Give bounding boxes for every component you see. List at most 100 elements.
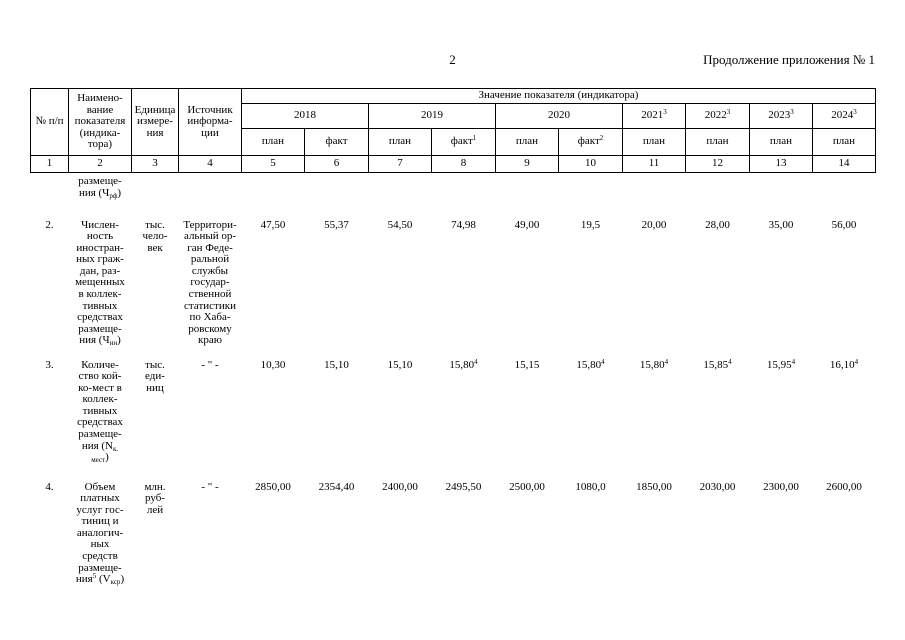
header-col-name: Наимено- вание показателя (индика- тора) [68, 88, 132, 156]
colnum-7: 7 [368, 155, 432, 173]
value-cell: 2300,00 [763, 480, 799, 493]
value-cell [623, 173, 686, 217]
indicator-table: № п/п Наимено- вание показателя (индика-… [30, 88, 877, 586]
header-fact-2020: факт2 [558, 128, 623, 156]
value-cell: 15,954 [766, 357, 796, 371]
value-cell: 2495,50 [445, 480, 482, 493]
row-num-cell: 4. [45, 480, 54, 493]
value-cell: 2600,00 [826, 480, 862, 493]
value-cell: 35,00 [768, 218, 794, 231]
header-year-2021: 20213 [622, 103, 686, 129]
value-cell [305, 173, 369, 217]
value-cell: 16,104 [829, 357, 859, 371]
header-col-num: № п/п [30, 88, 69, 156]
value-cell: 15,10 [324, 358, 349, 371]
header-year-2024: 20243 [811, 103, 877, 129]
value-cell [369, 173, 432, 217]
table-header: № п/п Наимено- вание показателя (индика-… [30, 88, 877, 173]
value-cell: 15,10 [387, 358, 413, 371]
header-plan-2022: план [685, 128, 750, 156]
row-unit-cell [132, 173, 179, 217]
table-row-3: 3. Количе- ство кой- ко-мест в коллек- т… [31, 357, 876, 479]
row-source-cell: - " - [201, 480, 219, 493]
value-cell: 28,00 [705, 218, 730, 231]
header-plan-2018: план [241, 128, 305, 156]
colnum-3: 3 [131, 155, 179, 173]
header-plan-2024: план [811, 128, 877, 156]
row-name-cell: Объем платных услуг гос- тиниц и аналоги… [75, 480, 125, 586]
row-source-cell [179, 173, 242, 217]
header-year-2023: 20233 [749, 103, 813, 129]
appendix-continuation-label: Продолжение приложения № 1 [703, 52, 875, 67]
header-plan-2020: план [495, 128, 559, 156]
header-fact-2018: факт [304, 128, 369, 156]
value-cell: 2850,00 [255, 480, 291, 493]
value-cell: 2354,40 [318, 480, 355, 493]
header-plan-2021: план [622, 128, 686, 156]
row-unit-cell: тыс. еди- ниц [145, 358, 165, 394]
row-num-cell [31, 173, 69, 217]
colnum-11: 11 [622, 155, 686, 173]
value-cell [242, 173, 305, 217]
value-cell: 15,804 [576, 357, 605, 371]
value-cell [750, 173, 813, 217]
header-fact-2019: факт1 [431, 128, 496, 156]
table-row-4: 4. Объем платных услуг гос- тиниц и анал… [31, 479, 876, 586]
colnum-5: 5 [241, 155, 305, 173]
value-cell: 2030,00 [699, 480, 736, 493]
header-year-2018: 2018 [241, 103, 369, 129]
value-cell [432, 173, 496, 217]
row-source-cell: - " - [201, 358, 219, 371]
value-cell [559, 173, 623, 217]
colnum-2: 2 [68, 155, 132, 173]
value-cell: 15,804 [449, 357, 478, 371]
value-cell: 10,30 [260, 358, 286, 371]
page-number: 2 [449, 52, 456, 67]
colnum-9: 9 [495, 155, 559, 173]
value-cell: 56,00 [831, 218, 857, 231]
row-unit-cell: тыс. чело- век [142, 218, 168, 254]
table-row-carryover: размеще- ния (Чрф) [31, 173, 876, 217]
header-year-2020: 2020 [495, 103, 623, 129]
header-plan-2023: план [749, 128, 813, 156]
header-col-source: Источник информа- ции [178, 88, 242, 156]
row-name-cell: Количе- ство кой- ко-мест в коллек- тивн… [77, 358, 123, 465]
value-cell: 20,00 [641, 218, 667, 231]
colnum-14: 14 [811, 155, 877, 173]
row-name-cell: размеще- ния (Чрф) [78, 175, 122, 200]
colnum-4: 4 [178, 155, 242, 173]
header-plan-2019: план [368, 128, 432, 156]
value-cell: 55,37 [324, 218, 349, 231]
value-cell: 15,15 [514, 358, 540, 371]
value-cell: 47,50 [260, 218, 286, 231]
value-cell [496, 173, 559, 217]
value-cell: 2400,00 [382, 480, 418, 493]
value-cell: 15,804 [639, 357, 669, 371]
value-cell: 15,854 [703, 357, 732, 371]
colnum-1: 1 [30, 155, 69, 173]
value-cell [813, 173, 876, 217]
row-unit-cell: млн. руб- лей [144, 480, 166, 516]
colnum-12: 12 [685, 155, 750, 173]
row-num-cell: 3. [45, 358, 54, 371]
colnum-8: 8 [431, 155, 496, 173]
value-cell: 1080,0 [575, 480, 606, 493]
row-source-cell: Территори- альный ор- ган Феде- ральной … [183, 218, 237, 347]
colnum-10: 10 [558, 155, 623, 173]
value-cell: 1850,00 [636, 480, 672, 493]
value-cell: 49,00 [514, 218, 540, 231]
table-body: размеще- ния (Чрф) 2. Числен- ность инос… [31, 173, 876, 586]
document-header: 2 Продолжение приложения № 1 [0, 52, 905, 70]
row-num-cell: 2. [45, 218, 54, 231]
colnum-6: 6 [304, 155, 369, 173]
header-values-group: Значение показателя (индикатора) [240, 88, 877, 104]
colnum-13: 13 [749, 155, 813, 173]
value-cell: 74,98 [451, 218, 476, 231]
table-row-2: 2. Числен- ность иностран- ных граж- дан… [31, 217, 876, 357]
row-name-cell: Числен- ность иностран- ных граж- дан, р… [75, 218, 125, 348]
header-col-unit: Единица измере- ния [131, 88, 179, 156]
value-cell: 2500,00 [509, 480, 545, 493]
value-cell: 19,5 [580, 218, 601, 231]
header-year-2022: 20223 [685, 103, 750, 129]
